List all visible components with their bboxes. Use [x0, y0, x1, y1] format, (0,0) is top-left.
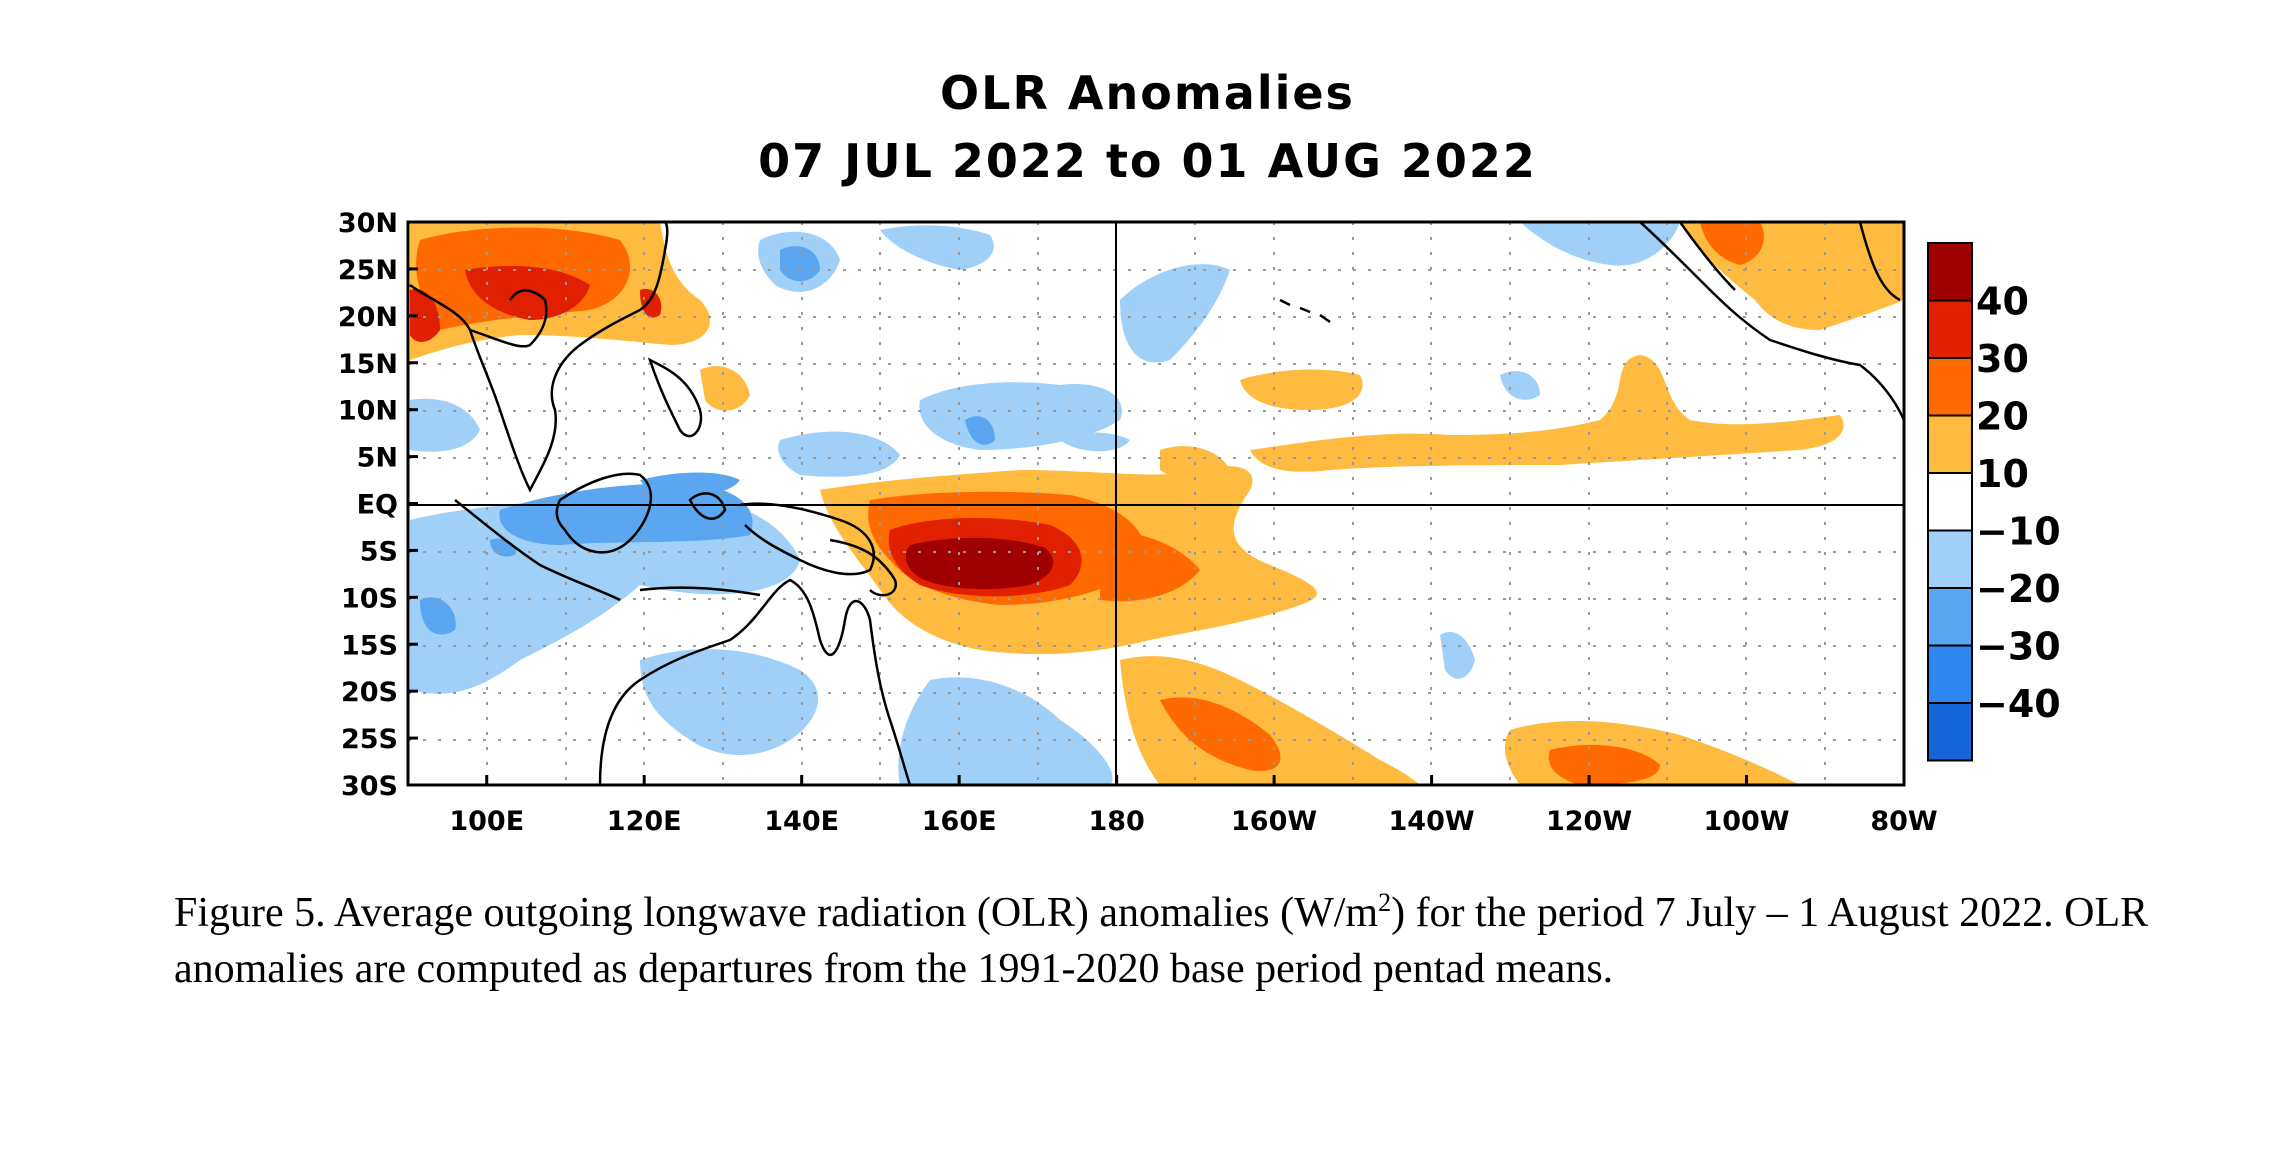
- lat-tick-label: 10S: [341, 583, 398, 614]
- lat-tick-label: 5S: [360, 536, 398, 567]
- coastlines: [409, 222, 1904, 785]
- lat-tick-label: 25N: [338, 255, 398, 286]
- colorbar-swatch: [1927, 529, 1973, 589]
- map-title: OLR Anomalies: [940, 66, 1355, 120]
- lat-tick-label: 25S: [341, 724, 398, 755]
- colorbar-label: 30: [1976, 337, 2029, 381]
- lon-tick-label: 100W: [1703, 806, 1789, 837]
- colorbar-label: −10: [1976, 510, 2061, 554]
- longitude-axis: 100E 120E 140E 160E 180 160W 140W 120W 100W 80W: [449, 806, 1937, 837]
- colorbar-label: −20: [1976, 567, 2061, 611]
- lon-tick-label: 180: [1088, 806, 1144, 837]
- positive-anomaly-regions: [410, 222, 1904, 785]
- lat-tick-label: EQ: [357, 490, 398, 521]
- caption-superscript: 2: [1378, 888, 1392, 917]
- colorbar-label: 40: [1976, 280, 2029, 324]
- lat-tick-label: 15S: [341, 630, 398, 661]
- latitude-axis: 30N 25N 20N 15N 10N 5N EQ 5S 10S 15S 20S 25S 30S: [338, 208, 398, 802]
- lat-tick-label: 15N: [338, 349, 398, 380]
- lon-tick-label: 100E: [449, 806, 524, 837]
- lon-tick-label: 120E: [607, 806, 682, 837]
- colorbar-swatch: [1927, 587, 1973, 647]
- tick-marks: [408, 220, 1906, 787]
- colorbar-swatch: [1927, 472, 1973, 532]
- lon-tick-label: 140W: [1389, 806, 1475, 837]
- lat-tick-label: 30N: [338, 208, 398, 239]
- colorbar-label: −40: [1976, 682, 2061, 726]
- colorbar-label: 10: [1976, 452, 2029, 496]
- colorbar-swatch: [1927, 299, 1973, 359]
- lon-tick-label: 120W: [1546, 806, 1632, 837]
- colorbar-label: −30: [1976, 625, 2061, 669]
- colorbar-swatch: [1927, 702, 1973, 762]
- lon-tick-label: 80W: [1870, 806, 1937, 837]
- lat-tick-label: 10N: [338, 396, 398, 427]
- lat-tick-label: 5N: [357, 443, 398, 474]
- lat-tick-label: 30S: [341, 771, 398, 802]
- graticule: [408, 222, 1904, 785]
- lat-tick-label: 20S: [341, 677, 398, 708]
- caption-text-part2: ) for the period 7 July – 1 August 2022.…: [174, 890, 2149, 992]
- lon-tick-label: 160E: [922, 806, 997, 837]
- lon-tick-label: 140E: [764, 806, 839, 837]
- colorbar-swatch: [1927, 242, 1973, 302]
- colorbar-label: 20: [1976, 395, 2029, 439]
- lon-tick-label: 160W: [1231, 806, 1317, 837]
- caption-text-part1: Figure 5. Average outgoing longwave radi…: [174, 890, 1379, 936]
- figure-caption: Figure 5. Average outgoing longwave radi…: [174, 885, 2174, 997]
- anomaly-field: [408, 222, 1904, 785]
- colorbar-swatch: [1927, 357, 1973, 417]
- colorbar-swatch: [1927, 414, 1973, 474]
- colorbar-swatch: [1927, 644, 1973, 704]
- map-subtitle-date-range: 07 JUL 2022 to 01 AUG 2022: [758, 134, 1537, 188]
- lat-tick-label: 20N: [338, 302, 398, 333]
- colorbar: 40 30 20 10 −10 −20 −30 −40: [1927, 242, 2061, 762]
- negative-anomaly-regions: [410, 222, 1680, 785]
